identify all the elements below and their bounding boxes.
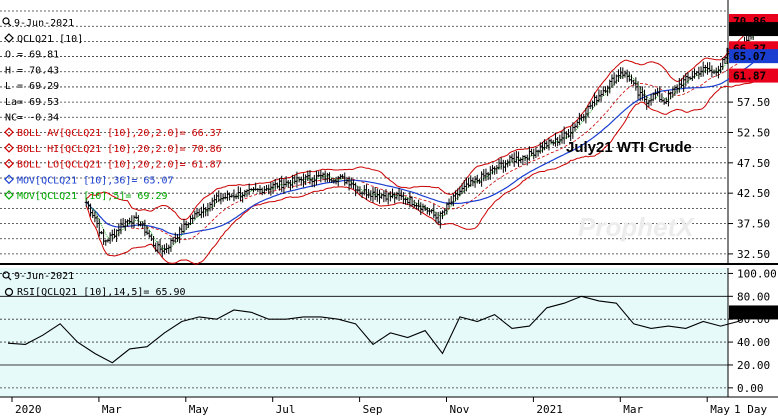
x-tick-label: May: [189, 403, 209, 416]
timeframe-label[interactable]: 1 Day: [734, 403, 767, 416]
rsi-legend-text: RSI[QCLQ21 [10],14,5]= 65.90: [17, 287, 186, 298]
x-tick-label: Nov: [450, 403, 470, 416]
price-y-axis-ticks: 32.50 37.50 42.50 47.50 52.50 57.50: [728, 96, 770, 261]
price-legend-item: O = 69.81: [5, 50, 59, 61]
price-legend-item: BOLL HI[QCLQ21 [10],20,2.0]= 70.86: [17, 144, 222, 155]
moving-average-36-line: [85, 60, 756, 236]
time-axis: 2020 Mar May Jul Sep Nov 2021 Mar May: [11, 397, 730, 416]
x-tick-label: Mar: [623, 403, 643, 416]
rsi-value-tag: 65.90: [729, 305, 778, 320]
magnifier-icon[interactable]: [2, 17, 10, 25]
rsi-panel-background: [0, 268, 728, 397]
magnifier-icon[interactable]: [2, 271, 10, 279]
price-tag-box: [729, 49, 778, 64]
diamond-icon: [4, 174, 14, 185]
price-tag-box: [729, 22, 778, 37]
rsi-y-tick-label: 80.00: [737, 290, 770, 303]
rsi-legend-icon: [4, 287, 14, 297]
price-legend-item: La= 69.53: [5, 97, 59, 108]
price-legend-item: H = 70.43: [5, 65, 59, 76]
x-tick-label: May: [710, 403, 730, 416]
rsi-y-tick-label: 100.00: [737, 267, 777, 280]
diamond-icon: [4, 127, 14, 138]
x-tick-label: 2020: [15, 403, 42, 416]
diamond-icon: [4, 190, 14, 200]
rsi-tag-label: 65.90: [733, 306, 766, 319]
price-legend-item: NC= -0.34: [5, 113, 59, 124]
price-gridlines: [0, 10, 728, 255]
price-tag-box: [729, 68, 778, 83]
price-y-tick-label: 32.50: [737, 248, 770, 261]
magnifier-icon-handle: [7, 22, 12, 27]
price-legend-item: MOV[QCLQ21 [10],5]= 69.29: [17, 191, 168, 202]
price-y-tick-label: 52.50: [737, 126, 770, 139]
x-tick-label: Sep: [363, 403, 383, 416]
price-tag-label: 65.07: [733, 50, 766, 63]
price-legend-item: BOLL AV[QCLQ21 [10],20,2.0]= 66.37: [17, 128, 222, 139]
price-bars: [84, 21, 757, 258]
chart-annotation-title: July21 WTI Crude: [566, 139, 692, 156]
rsi-legend: 9-Jun-2021 RSI[QCLQ21 [10],14,5]= 65.90: [2, 271, 186, 298]
price-tag-label: 61.87: [733, 70, 766, 83]
rsi-line: [7, 295, 756, 364]
bollinger-average-line: [85, 49, 756, 241]
x-tick-label: Jul: [276, 403, 296, 416]
moving-averages: [85, 32, 756, 250]
price-y-tick-label: 37.50: [737, 218, 770, 231]
price-legend: 9-Jun-2021 QCLQ21 [10] O = 69.81 H = 70.43 L…: [2, 17, 222, 202]
price-y-tick-label: 42.50: [737, 187, 770, 200]
rsi-gridlines: [0, 273, 728, 389]
x-tick-label: Mar: [102, 403, 122, 416]
diamond-icon: [4, 33, 14, 43]
magnifier-icon-handle: [7, 276, 12, 281]
rsi-y-tick-label: 0.00: [737, 382, 764, 395]
price-legend-item: BOLL LO[QCLQ21 [10],20,2.0]= 61.87: [17, 160, 222, 171]
x-tick-label: 2021: [536, 403, 563, 416]
rsi-y-tick-label: 40.00: [737, 336, 770, 349]
rsi-series: [7, 295, 756, 364]
price-y-tick-label: 57.50: [737, 96, 770, 109]
price-tag-label: 69.53: [733, 23, 766, 36]
price-date-label: 9-Jun-2021: [14, 18, 74, 29]
prophetx-watermark: ProphetX: [578, 212, 695, 242]
price-legend-item: MOV[QCLQ21 [10],36]= 65.07: [17, 175, 174, 186]
rsi-date-label: 9-Jun-2021: [14, 271, 74, 282]
bollinger-high-line: [85, 19, 756, 220]
price-legend-item: QCLQ21 [10]: [17, 34, 83, 45]
rsi-tag-box: [729, 305, 778, 320]
price-legend-item: L = 69.29: [5, 81, 59, 92]
rsi-y-tick-label: 20.00: [737, 359, 770, 372]
rsi-axis-background: [728, 268, 778, 397]
diamond-icon: [4, 143, 14, 153]
price-y-tick-label: 47.50: [737, 157, 770, 170]
diamond-icon: [4, 158, 14, 169]
